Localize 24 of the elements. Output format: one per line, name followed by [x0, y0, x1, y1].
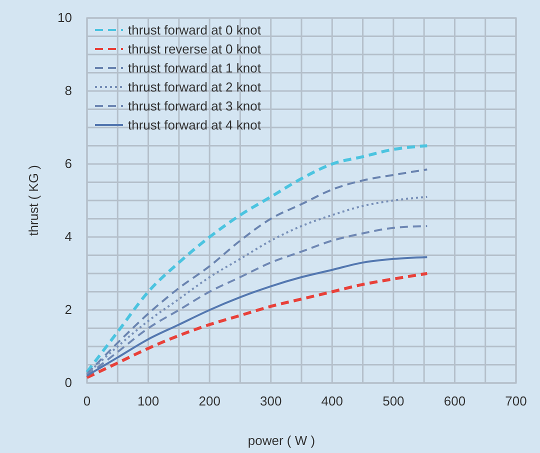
x-axis-title: power ( W ): [248, 433, 316, 448]
x-tick-label: 200: [198, 394, 220, 409]
y-tick-label: 8: [64, 83, 72, 98]
legend-label: thrust forward at 1 knot: [128, 60, 262, 76]
y-tick-label: 4: [64, 229, 72, 244]
legend-label: thrust forward at 4 knot: [128, 118, 262, 133]
y-tick-label: 6: [64, 156, 72, 172]
y-tick-label: 0: [64, 375, 72, 390]
line-series: [86, 256, 428, 377]
legend-label: thrust forward at 0 knot: [128, 22, 262, 38]
y-axis-title: thrust ( KG ): [26, 165, 41, 236]
legend-label: thrust forward at 3 knot: [128, 98, 262, 114]
x-tick-label: 300: [260, 394, 282, 409]
x-tick-label: 600: [444, 394, 466, 409]
x-tick-label: 700: [505, 394, 527, 409]
y-tick-label: 2: [64, 302, 72, 318]
y-tick-label: 10: [58, 10, 72, 26]
x-tick-label: 0: [83, 394, 91, 409]
legend-label: thrust reverse at 0 knot: [128, 42, 262, 57]
line-series: [86, 272, 429, 380]
x-tick-label: 100: [137, 394, 160, 409]
x-tick-label: 400: [321, 394, 343, 409]
legend-label: thrust forward at 2 knot: [128, 80, 262, 95]
x-tick-label: 500: [382, 394, 404, 409]
